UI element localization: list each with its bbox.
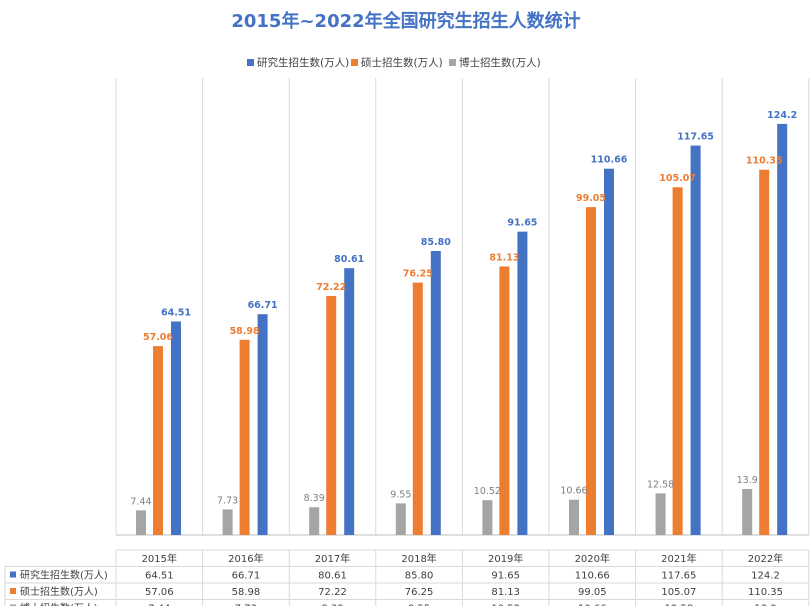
table-cell-0-1: 66.71 (232, 571, 261, 582)
tick-label-3: 2018年 (401, 552, 436, 565)
table-cell-0-5: 110.66 (575, 571, 610, 582)
bar-1-5 (586, 207, 596, 535)
data-label-2-4: 10.52 (474, 486, 501, 497)
data-label-1-0: 57.06 (143, 332, 173, 343)
legend-swatch-1 (351, 59, 358, 66)
table-cell-0-6: 117.65 (661, 571, 696, 582)
data-label-1-4: 81.13 (489, 252, 519, 263)
data-label-1-5: 99.05 (576, 193, 606, 204)
table-cell-1-4: 81.13 (491, 587, 520, 598)
bar-0-6 (690, 145, 701, 536)
bar-2-5 (569, 499, 579, 535)
bar-1-7 (759, 169, 770, 535)
table-cell-1-3: 76.25 (405, 587, 434, 598)
table-series-name-1: 硕士招生数(万人) (20, 585, 98, 598)
data-label-2-7: 13.9 (737, 475, 758, 486)
tick-label-1: 2016年 (228, 552, 263, 565)
bars (136, 123, 788, 536)
table-cell-0-0: 64.51 (145, 571, 174, 582)
bar-2-4 (482, 500, 493, 535)
bar-2-0 (136, 510, 146, 535)
table-swatch-2 (10, 604, 16, 606)
data-label-2-5: 10.66 (560, 486, 587, 497)
bar-0-3 (430, 251, 441, 535)
bar-1-1 (239, 339, 250, 535)
bar-2-7 (742, 488, 753, 535)
bar-2-1 (222, 509, 233, 535)
data-label-1-3: 76.25 (403, 269, 433, 280)
bar-0-5 (604, 168, 614, 535)
legend-label-0: 研究生招生数(万人) (257, 56, 349, 69)
table-cell-0-2: 80.61 (318, 571, 347, 582)
chart-title: 2015年~2022年全国研究生招生人数统计 (231, 10, 580, 32)
data-label-0-2: 80.61 (334, 254, 364, 265)
bar-2-2 (309, 507, 320, 535)
table-cell-1-2: 72.22 (318, 587, 347, 598)
data-label-2-2: 8.39 (304, 493, 325, 504)
bar-0-2 (344, 268, 355, 535)
data-label-2-0: 7.44 (130, 496, 151, 507)
data-labels: 7.44 57.06 64.51 7.73 58.98 66.71 8.39 72.22 80.… (130, 110, 797, 507)
bar-1-4 (499, 266, 510, 535)
table-cell-1-0: 57.06 (145, 587, 174, 598)
table-cell-1-6: 105.07 (661, 587, 696, 598)
tick-label-2: 2017年 (315, 552, 350, 565)
table-cell-2-2: 8.39 (321, 604, 343, 606)
legend: 研究生招生数(万人) 硕士招生数(万人) 博士招生数(万人) (247, 56, 541, 69)
data-label-1-6: 105.07 (659, 173, 696, 184)
table-cell-2-3: 9.55 (408, 604, 430, 606)
tick-label-5: 2020年 (575, 552, 610, 565)
table-cell-0-7: 124.2 (751, 571, 780, 582)
bar-2-3 (395, 503, 406, 535)
legend-swatch-2 (449, 59, 456, 66)
table-cell-2-0: 7.44 (148, 604, 170, 606)
bar-1-6 (672, 187, 683, 535)
data-label-0-4: 91.65 (507, 218, 537, 229)
data-label-0-0: 64.51 (161, 307, 191, 318)
grid-lines (115, 78, 810, 536)
data-label-2-3: 9.55 (390, 489, 411, 500)
data-table: 2015年 2016年 2017年 2018年 2019年 2020年 2021年 2022年… (4, 549, 810, 606)
data-label-1-1: 58.98 (230, 326, 260, 337)
table-cell-0-3: 85.80 (405, 571, 434, 582)
tick-label-0: 2015年 (142, 552, 177, 565)
table-cell-1-1: 58.98 (232, 587, 261, 598)
bar-0-1 (257, 314, 268, 535)
table-swatch-0 (10, 571, 16, 578)
legend-swatch-0 (247, 59, 254, 66)
legend-label-2: 博士招生数(万人) (459, 56, 541, 69)
bar-2-6 (655, 493, 666, 535)
table-cell-2-7: 13.9 (754, 604, 776, 606)
legend-label-1: 硕士招生数(万人) (361, 56, 443, 69)
tick-label-4: 2019年 (488, 552, 523, 565)
table-series-name-0: 研究生招生数(万人) (20, 569, 108, 582)
table-cell-2-1: 7.73 (235, 604, 257, 606)
data-label-0-1: 66.71 (248, 300, 278, 311)
data-label-0-6: 117.65 (677, 132, 714, 143)
bar-1-3 (412, 282, 423, 535)
tick-label-6: 2021年 (661, 552, 696, 565)
table-cell-2-5: 10.66 (578, 604, 607, 606)
bar-0-0 (171, 321, 181, 535)
data-label-2-1: 7.73 (217, 495, 238, 506)
data-label-0-3: 85.80 (421, 237, 451, 248)
tick-label-7: 2022年 (748, 552, 783, 565)
data-label-0-5: 110.66 (591, 155, 628, 166)
table-cell-0-4: 91.65 (491, 571, 520, 582)
table-swatch-1 (10, 588, 16, 594)
data-label-2-6: 12.58 (647, 479, 674, 490)
bar-1-0 (153, 346, 163, 535)
data-label-1-7: 110.35 (746, 156, 783, 167)
table-cell-2-4: 10.52 (491, 604, 520, 606)
table-cell-1-5: 99.05 (578, 587, 607, 598)
bar-0-4 (517, 231, 528, 536)
data-label-1-2: 72.22 (316, 282, 346, 293)
bar-0-7 (777, 123, 788, 535)
data-label-0-7: 124.2 (767, 110, 797, 121)
table-cell-1-7: 110.35 (748, 587, 783, 598)
table-series-name-2: 博士招生数(万人) (20, 602, 98, 606)
table-cell-2-6: 12.58 (665, 604, 694, 606)
bar-1-2 (326, 295, 337, 535)
